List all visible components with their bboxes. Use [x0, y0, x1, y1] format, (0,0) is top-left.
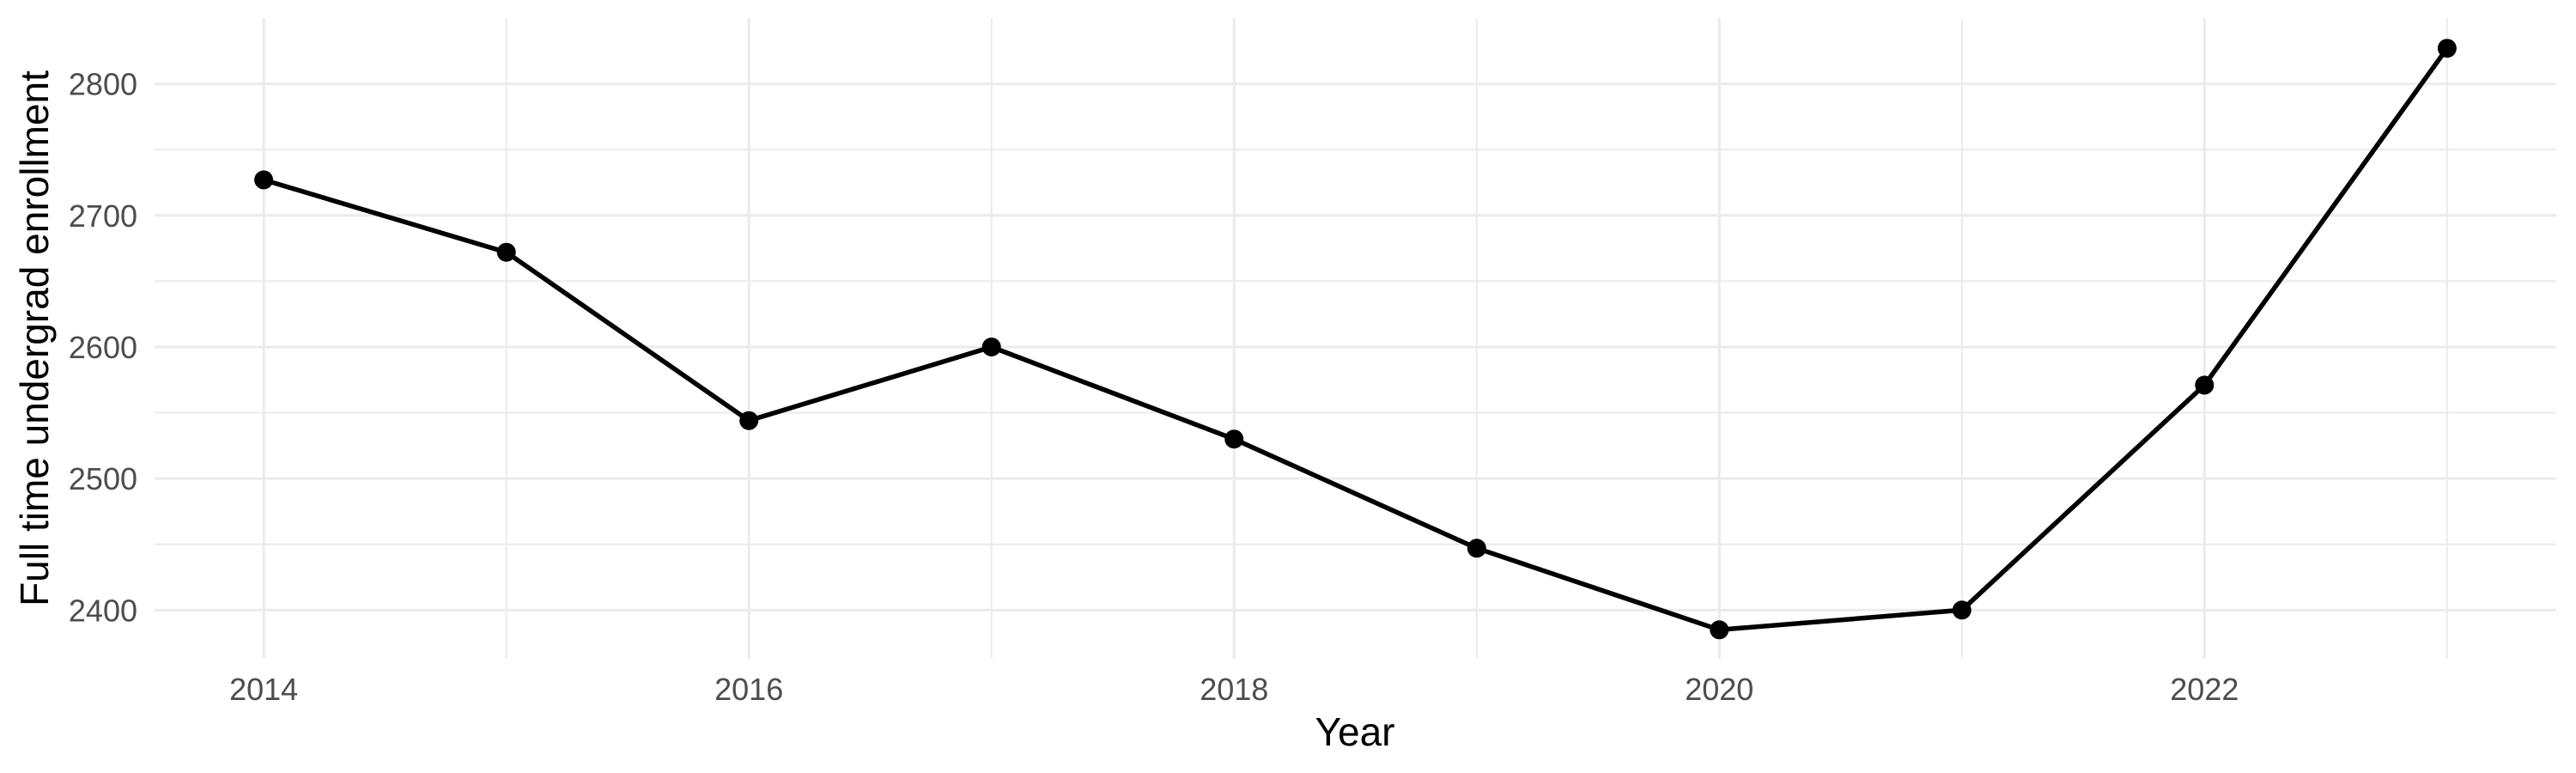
data-point-2016: [739, 411, 759, 430]
data-point-2018: [1224, 429, 1244, 449]
enrollment-series-line: [263, 46, 2450, 633]
y-axis-title: Full time undergrad enrollment: [12, 70, 57, 606]
data-point-2021: [1952, 600, 1971, 620]
data-point-2017: [981, 338, 1001, 356]
data-point-2015: [496, 242, 516, 262]
x-axis-title: Year: [1315, 709, 1395, 754]
y-tick-label: 2800: [69, 67, 137, 102]
x-tick-label: 2014: [229, 672, 298, 707]
data-point-2022: [2195, 375, 2215, 395]
y-tick-label: 2600: [69, 330, 137, 365]
x-tick-label: 2020: [1685, 672, 1753, 707]
x-tick-label: 2022: [2170, 672, 2239, 707]
x-tick-label: 2018: [1200, 672, 1268, 707]
data-point-2014: [254, 170, 274, 190]
data-point-2020: [1710, 620, 1729, 640]
y-tick-label: 2700: [69, 198, 137, 234]
data-point-2019: [1467, 539, 1486, 558]
y-tick-label: 2400: [69, 593, 137, 628]
y-tick-label: 2500: [69, 461, 137, 496]
x-tick-label: 2016: [714, 672, 783, 707]
data-point-2023: [2437, 39, 2457, 58]
